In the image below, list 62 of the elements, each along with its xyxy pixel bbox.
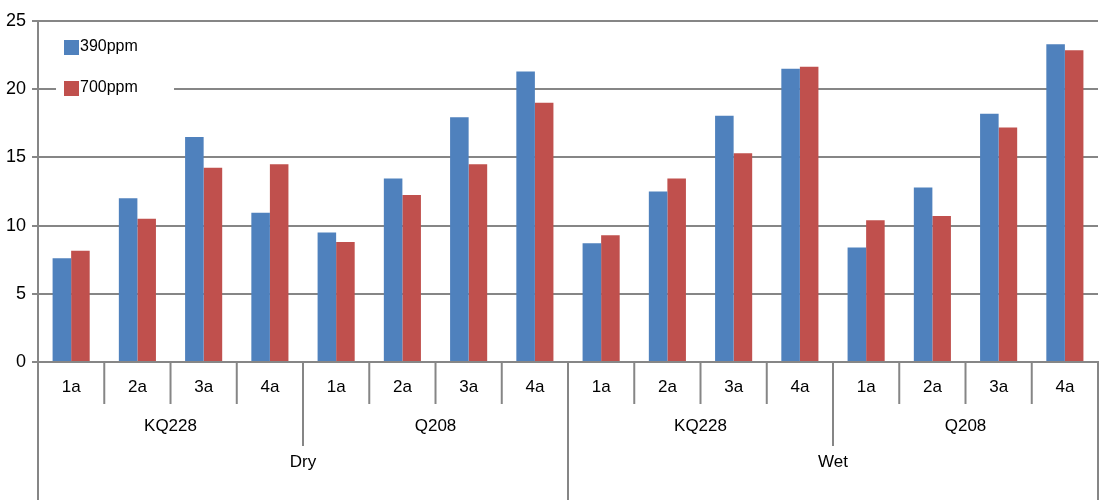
legend-label: 390ppm xyxy=(80,37,138,55)
bar xyxy=(534,102,554,361)
bar xyxy=(516,71,535,361)
x-tick-label: 3a xyxy=(194,376,214,396)
text: Q208 xyxy=(414,415,457,435)
bar xyxy=(137,218,156,361)
bar xyxy=(402,194,421,361)
text: Wet xyxy=(818,451,849,471)
bar xyxy=(715,115,734,361)
y-tick-label: 0 xyxy=(16,350,27,371)
x-tick-label: 1a xyxy=(591,376,612,396)
bar xyxy=(1064,50,1084,361)
bar xyxy=(118,198,138,361)
bar xyxy=(847,247,867,361)
bar xyxy=(269,164,289,361)
bar xyxy=(450,117,469,361)
text: KQ228 xyxy=(674,415,727,435)
bar xyxy=(667,178,686,361)
legend-label: 700ppm xyxy=(80,78,138,96)
bar xyxy=(980,113,999,361)
x-tick-label: 1a xyxy=(856,376,877,396)
x-tick-label: 2a xyxy=(392,376,413,396)
x-tick-label: 4a xyxy=(525,376,545,396)
x-tick-label: 3a xyxy=(724,376,744,396)
bar xyxy=(932,216,951,361)
y-tick-label: 25 xyxy=(5,9,27,30)
bar xyxy=(185,136,204,361)
bar xyxy=(733,153,753,361)
bar xyxy=(781,68,800,361)
bar xyxy=(601,235,620,361)
bar xyxy=(317,232,337,361)
text: KQ228 xyxy=(144,415,197,435)
bar xyxy=(52,258,72,361)
x-tick-label: 3a xyxy=(459,376,479,396)
bar xyxy=(468,164,488,361)
y-tick-label: 15 xyxy=(5,146,27,167)
x-tick-label: 2a xyxy=(922,376,943,396)
bar xyxy=(913,187,933,361)
x-tick-label: 4a xyxy=(790,376,810,396)
y-tick-label: 20 xyxy=(5,78,27,99)
text: Dry xyxy=(289,451,317,471)
x-tick-label: 1a xyxy=(326,376,347,396)
x-tick-label: 4a xyxy=(260,376,280,396)
bar xyxy=(582,243,602,361)
y-tick-label: 5 xyxy=(16,282,27,303)
bar xyxy=(383,178,403,361)
x-tick-label: 2a xyxy=(657,376,678,396)
bar xyxy=(71,250,90,361)
bar xyxy=(336,241,355,361)
bar xyxy=(1046,44,1065,361)
x-tick-label: 4a xyxy=(1055,376,1075,396)
bar xyxy=(799,66,819,361)
x-tick-label: 1a xyxy=(61,376,82,396)
bar xyxy=(203,167,223,361)
bar xyxy=(998,127,1018,361)
x-tick-label: 3a xyxy=(989,376,1009,396)
bar xyxy=(866,220,885,361)
y-tick-label: 10 xyxy=(5,214,27,235)
x-tick-label: 2a xyxy=(127,376,148,396)
bar xyxy=(251,212,270,361)
text: Q208 xyxy=(944,415,987,435)
bar xyxy=(648,191,668,361)
